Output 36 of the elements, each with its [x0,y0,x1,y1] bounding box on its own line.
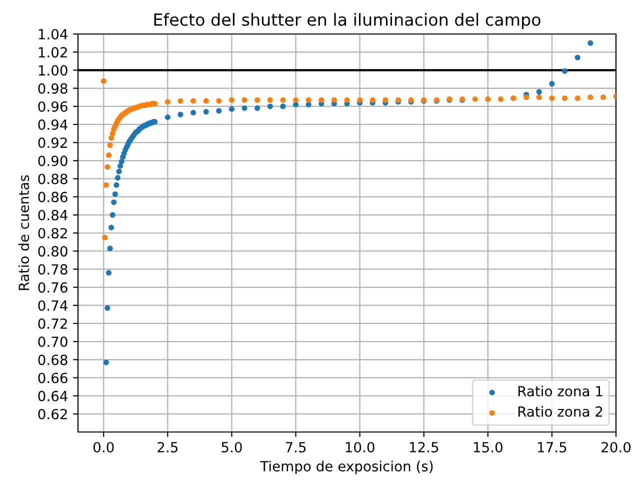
y-tick-label: 0.76 [38,282,68,293]
y-tick-label: 0.70 [38,336,68,348]
y-tick-label: 0.98 [38,83,68,94]
x-tick-label: 17.5 [538,442,566,452]
x-tick-label: 10.0 [346,442,374,452]
x-tick-label: 20.0 [602,442,631,452]
x-tick-label: 7.5 [286,442,306,452]
y-tick-label: 0.90 [38,156,68,166]
y-tick-label: 0.78 [38,264,68,275]
legend-label: Ratio zona 2 [518,406,602,417]
y-tick-label: 1.04 [38,28,68,40]
y-tick-label: 0.66 [38,372,68,384]
chart-title: Efecto del shutter en la iluminacion del campo [154,13,540,30]
y-tick-label: 0.86 [38,192,68,202]
y-tick-label: 0.74 [38,300,68,311]
x-tick-label: 15.0 [474,442,502,452]
y-axis-title: Ratio de cuentas [18,175,30,290]
x-axis-title: Tiempo de exposicion (s) [260,460,433,474]
y-tick-label: 1.00 [38,65,68,76]
x-tick-label: 2.5 [158,442,178,452]
y-tick-label: 0.94 [38,119,68,130]
x-tick-label: 0.0 [93,442,114,452]
y-tick-label: 0.92 [38,138,67,148]
y-tick-label: 0.84 [38,210,68,220]
y-tick-label: 0.96 [38,101,68,112]
y-tick-label: 0.64 [38,390,68,402]
y-tick-label: 0.68 [38,354,68,366]
y-tick-label: 0.80 [38,246,68,257]
y-tick-label: 0.82 [38,228,67,238]
x-tick-label: 12.5 [410,442,438,452]
y-tick-label: 1.02 [38,47,67,58]
y-tick-label: 0.62 [38,408,67,420]
y-tick-label: 0.88 [38,174,68,184]
legend-label: Ratio zona 1 [518,386,602,396]
y-tick-label: 0.72 [38,318,67,329]
x-tick-label: 5.0 [222,442,242,452]
